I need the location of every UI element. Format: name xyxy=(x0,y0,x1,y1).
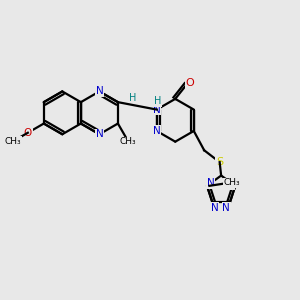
Text: N: N xyxy=(207,178,214,188)
Text: N: N xyxy=(153,126,160,136)
Text: N: N xyxy=(95,129,103,139)
Text: CH₃: CH₃ xyxy=(119,137,136,146)
Text: N: N xyxy=(222,203,230,213)
Text: H: H xyxy=(154,96,161,106)
Text: CH₃: CH₃ xyxy=(223,178,240,188)
Text: N: N xyxy=(227,179,235,189)
Text: CH₃: CH₃ xyxy=(4,137,21,146)
Text: S: S xyxy=(216,157,223,167)
Text: H: H xyxy=(129,92,137,103)
Text: N: N xyxy=(211,203,219,213)
Text: N: N xyxy=(153,105,160,115)
Text: N: N xyxy=(95,86,103,96)
Text: O: O xyxy=(186,78,194,88)
Text: O: O xyxy=(24,128,32,138)
